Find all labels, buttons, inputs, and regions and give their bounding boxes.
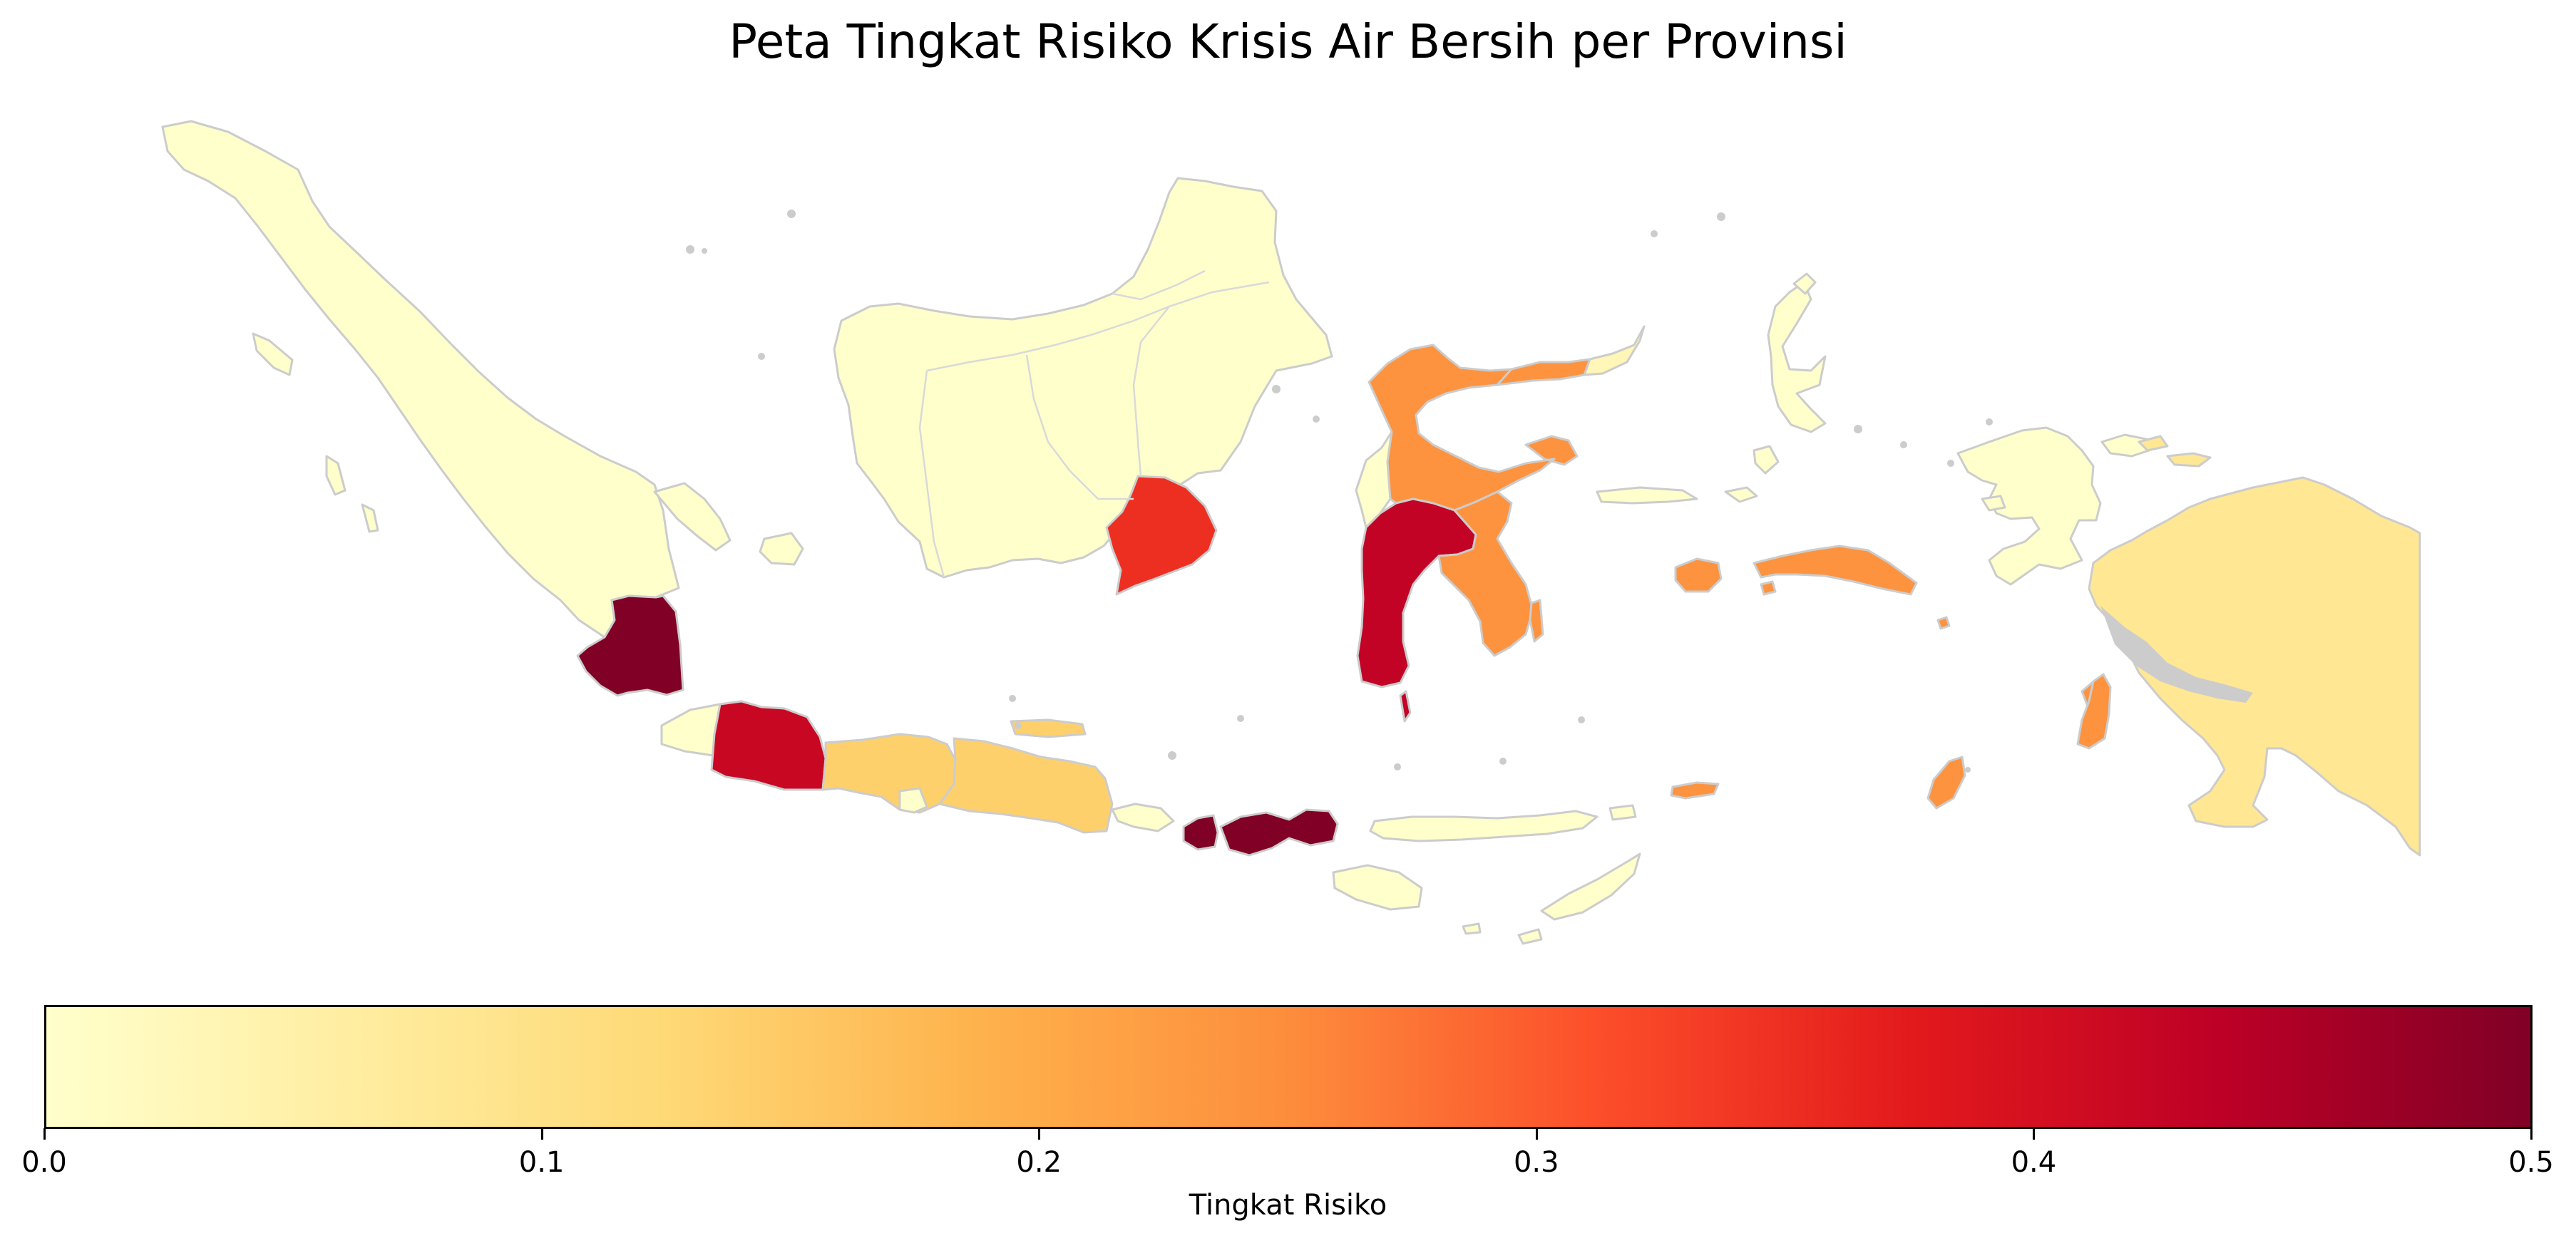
island-buton[interactable]	[1529, 599, 1544, 643]
colorbar-tick-label: 0.1	[518, 1146, 565, 1179]
province-maluku-utara-morotai[interactable]	[1792, 272, 1817, 295]
province-maluku-aru[interactable]	[2076, 673, 2112, 750]
colorbar-label: Tingkat Risiko	[1189, 1189, 1387, 1222]
island-madura[interactable]	[1010, 718, 1087, 738]
province-ntt-rote[interactable]	[1517, 928, 1543, 945]
province-maluku-wetar[interactable]	[1670, 781, 1720, 800]
province-maluku-utara-sula[interactable]	[1596, 486, 1698, 505]
colorbar-tick-label: 0.4	[2011, 1146, 2057, 1179]
island-selayar[interactable]	[1399, 690, 1412, 723]
province-maluku-seram-laut[interactable]	[1936, 616, 1951, 630]
colorbar-tick	[1535, 1128, 1538, 1140]
province-ntt-alor[interactable]	[1608, 804, 1637, 821]
colorbar	[44, 1005, 2533, 1129]
indonesia-map	[161, 120, 2421, 945]
island-siberut[interactable]	[361, 503, 379, 533]
province-bangka-belitung[interactable]	[653, 482, 732, 552]
province-papua[interactable]	[2088, 476, 2421, 857]
province-ntt-flores[interactable]	[1369, 810, 1599, 842]
colorbar-tick-label: 0.0	[21, 1146, 67, 1179]
province-sulawesi-utara[interactable]	[1583, 325, 1646, 376]
island-mentawai[interactable]	[325, 455, 347, 496]
province-sulawesi-barat[interactable]	[1355, 430, 1393, 529]
province-bali[interactable]	[1111, 803, 1175, 832]
province-maluku-tanimbar[interactable]	[1926, 755, 1966, 810]
province-maluku-ambon[interactable]	[1760, 580, 1777, 596]
province-maluku-seram[interactable]	[1753, 545, 1918, 596]
colorbar-tick	[43, 1128, 46, 1140]
province-papua-yapen[interactable]	[2166, 452, 2212, 468]
province-ntb-lombok[interactable]	[1182, 814, 1219, 851]
papua-coastline	[2100, 606, 2253, 703]
province-jawa-timur[interactable]	[938, 737, 1114, 834]
province-maluku-buru[interactable]	[1674, 557, 1723, 593]
province-papua-barat-misool[interactable]	[1981, 495, 2006, 512]
province-kalimantan-selatan[interactable]	[1105, 475, 1218, 596]
map-title: Peta Tingkat Risiko Krisis Air Bersih pe…	[729, 14, 1847, 69]
colorbar-tick	[2033, 1128, 2036, 1140]
island-nias[interactable]	[252, 332, 294, 376]
province-sulawesi-selatan[interactable]	[1356, 497, 1477, 688]
province-lampung[interactable]	[576, 594, 684, 697]
small-islands	[686, 210, 1993, 773]
province-papua-barat[interactable]	[1956, 426, 2102, 586]
colorbar-tick-label: 0.3	[1513, 1146, 1559, 1179]
province-sumatera[interactable]	[161, 120, 680, 639]
colorbar-tick	[1038, 1128, 1041, 1140]
province-kalimantan[interactable]	[833, 177, 1333, 579]
province-maluku-utara-obi[interactable]	[1724, 486, 1758, 503]
province-sulawesi-tenggara[interactable]	[1437, 490, 1534, 657]
province-di-yogyakarta[interactable]	[898, 787, 928, 814]
colorbar-tick-label: 0.2	[1016, 1146, 1062, 1179]
colorbar-tick	[540, 1128, 543, 1140]
province-jawa-tengah[interactable]	[821, 733, 957, 814]
province-papua-biak[interactable]	[2138, 435, 2169, 452]
colorbar-tick	[2530, 1128, 2533, 1140]
province-ntt-sumba[interactable]	[1332, 864, 1423, 911]
province-ntt-timor[interactable]	[1540, 852, 1641, 921]
province-ntt-sawu[interactable]	[1462, 922, 1482, 935]
province-gorontalo[interactable]	[1496, 358, 1591, 386]
province-maluku-utara-bacan[interactable]	[1753, 445, 1780, 475]
province-jawa-barat[interactable]	[710, 700, 827, 791]
province-ntb-sumbawa[interactable]	[1219, 808, 1339, 857]
colorbar-tick-label: 0.5	[2508, 1146, 2554, 1179]
province-banten[interactable]	[660, 703, 722, 757]
island-belitung[interactable]	[759, 532, 804, 566]
province-maluku-utara-halmahera[interactable]	[1767, 281, 1827, 433]
